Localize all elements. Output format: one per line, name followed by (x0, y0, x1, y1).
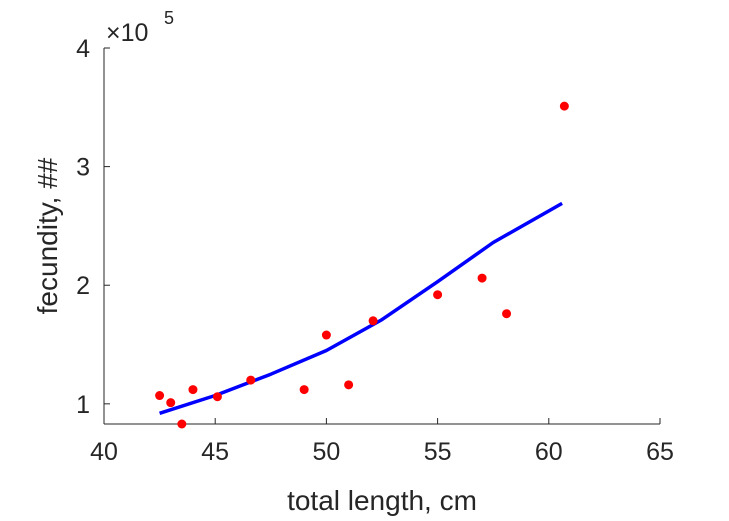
data-point (188, 385, 198, 395)
x-tick-label: 45 (201, 438, 229, 466)
data-point (344, 380, 354, 390)
data-point (433, 290, 443, 300)
data-point (299, 385, 309, 395)
y-tick-label: 2 (76, 272, 90, 300)
data-point (321, 330, 331, 340)
x-axis-label: total length, cm (287, 485, 477, 516)
chart-axes: 40 45 50 55 60 65 1 2 3 4 (76, 35, 674, 466)
y-multiplier-exponent: 5 (164, 8, 174, 28)
data-point (155, 391, 165, 401)
data-point (559, 101, 569, 111)
fit-curve-line (159, 201, 563, 415)
data-point (477, 273, 487, 283)
data-point (177, 419, 187, 429)
y-tick-label: 3 (76, 154, 90, 182)
y-axis-multiplier: ×10 5 (106, 8, 174, 47)
x-tick-label: 65 (646, 438, 674, 466)
data-point (246, 375, 256, 385)
x-tick-label: 50 (312, 438, 340, 466)
x-tick-label: 55 (424, 438, 452, 466)
data-point (502, 309, 512, 319)
y-tick-label: 1 (76, 391, 90, 419)
x-tick-label: 60 (535, 438, 563, 466)
y-tick-label: 4 (76, 35, 90, 63)
x-tick-label: 40 (90, 438, 118, 466)
data-point (212, 392, 222, 402)
plot-area (155, 101, 569, 429)
y-multiplier-base: ×10 (106, 19, 148, 47)
y-ticks: 1 2 3 4 (76, 35, 110, 419)
x-ticks: 40 45 50 55 60 65 (90, 418, 674, 466)
y-axis-label: fecundity, ## (32, 157, 63, 314)
data-point (166, 398, 176, 408)
data-point (368, 316, 378, 326)
